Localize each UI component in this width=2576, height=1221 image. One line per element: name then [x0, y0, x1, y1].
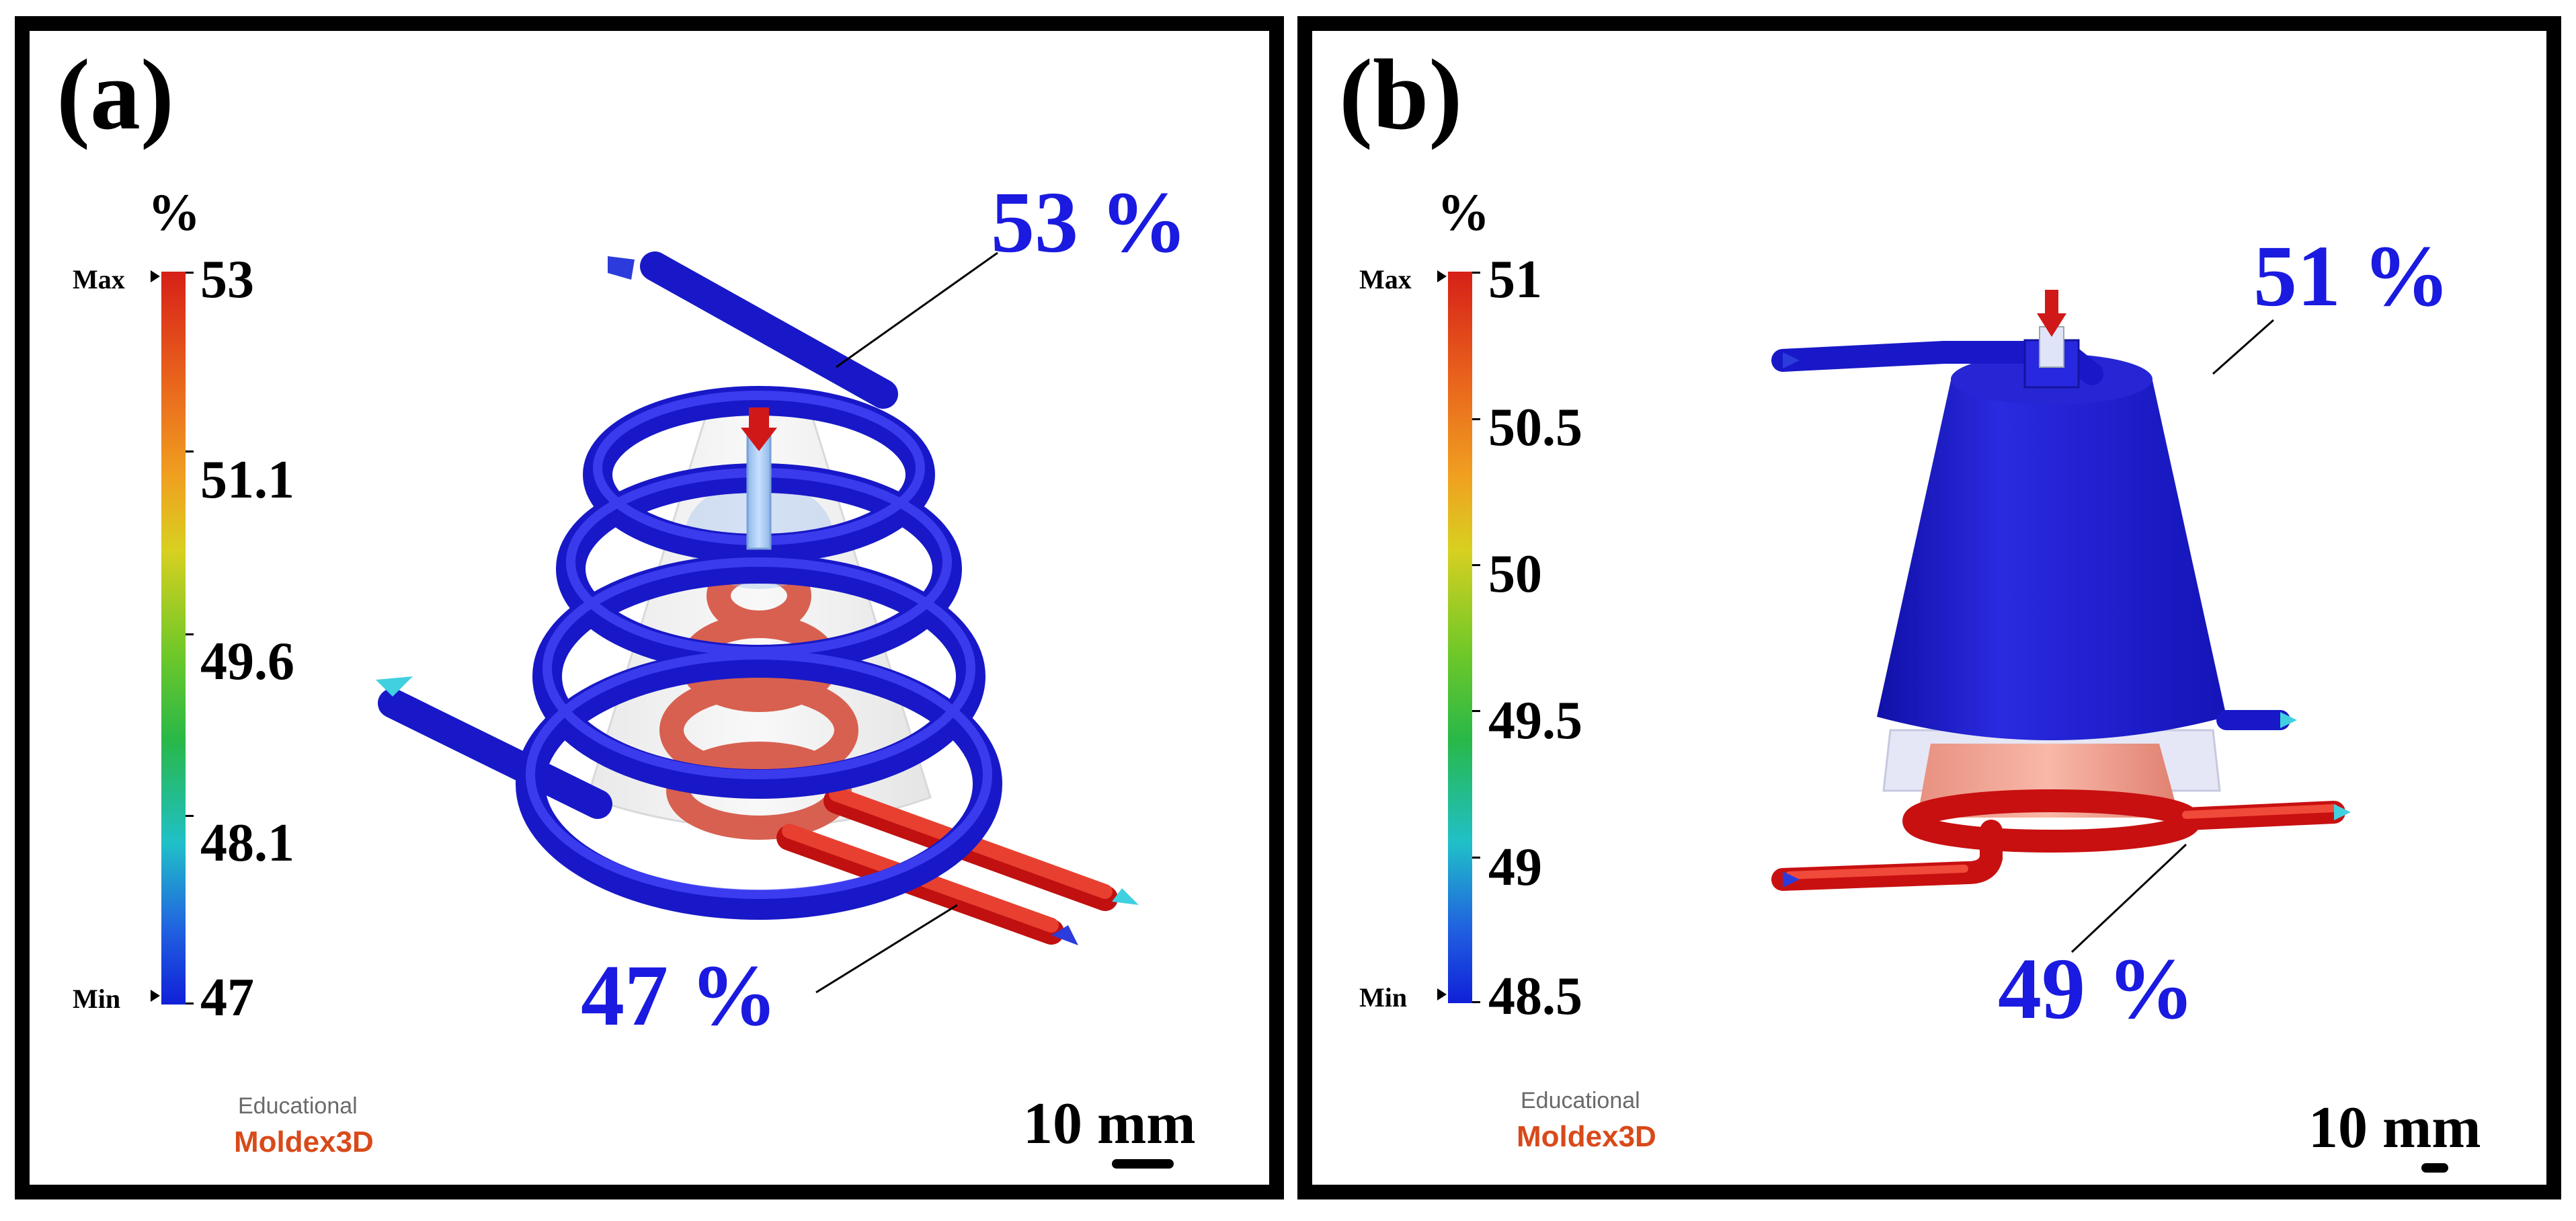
legend-b-min-label: Min [1359, 982, 1408, 1013]
leader-a-high [836, 251, 998, 368]
legend-a-tick [186, 1002, 194, 1005]
legend-b-max-arrow [1437, 270, 1447, 282]
nozzle-a [746, 433, 772, 550]
legend-b-min-arrow [1437, 988, 1447, 1000]
legend-b-tick [1472, 710, 1480, 712]
scale-a-text: 10 mm [1023, 1091, 1196, 1156]
annotation-a-high: 53 % [991, 174, 1188, 271]
legend-a-tick [186, 450, 194, 452]
gate-arrow-a [741, 407, 777, 451]
part-b-cone [1877, 367, 2226, 740]
flow-arrows-a [376, 256, 1139, 945]
scale-a-bar [1112, 1159, 1174, 1169]
legend-a-unit: % [148, 183, 200, 241]
annotation-a-low: 47 % [581, 947, 778, 1044]
leader-b-low [2070, 843, 2187, 953]
legend-a-tick-label: 53 [200, 250, 254, 309]
watermark-a-edu: Educational [238, 1093, 358, 1119]
flow-arrows-b [1783, 352, 2351, 888]
legend-b-tick [1472, 418, 1480, 420]
model-a-cooling-coil [376, 251, 1139, 994]
legend-b-tick-label: 51 [1488, 250, 1542, 309]
leader-b-high [2212, 319, 2274, 375]
watermark-a-brand: Moldex3D [234, 1126, 374, 1158]
panel-a-label: (a) [56, 39, 174, 151]
legend-b-tick [1472, 272, 1480, 274]
annotation-b-high: 51 % [2253, 228, 2450, 325]
gate-arrow-b [2037, 290, 2066, 337]
legend-b-tick-label: 50.5 [1488, 398, 1582, 457]
watermark-b-edu: Educational [1521, 1088, 1640, 1113]
model-b-conformal-cooling [1771, 290, 2351, 953]
legend-b-unit: % [1437, 183, 1490, 241]
leader-a-low [815, 904, 958, 994]
legend-b-tick-label: 49.5 [1488, 691, 1582, 750]
legend-a-tick-label: 47 [200, 968, 254, 1027]
panel-b-label: (b) [1339, 39, 1463, 151]
legend-a-min-label: Min [73, 984, 121, 1014]
legend-a-tick-label: 48.1 [200, 814, 294, 873]
legend-b-tick-label: 48.5 [1488, 967, 1582, 1026]
legend-a-tick [186, 633, 194, 635]
legend-b-max-label: Max [1359, 264, 1412, 294]
legend-b-tick [1472, 1001, 1480, 1003]
scale-b-bar [2421, 1163, 2448, 1173]
scale-b-text: 10 mm [2308, 1095, 2481, 1160]
legend-a-min-arrow [151, 990, 160, 1002]
bottom-channel-b [1771, 789, 2345, 891]
legend-b-tick [1472, 564, 1480, 566]
legend-a-max-label: Max [73, 264, 125, 294]
legend-a-max-arrow [151, 270, 160, 282]
legend-b-tick-label: 50 [1488, 545, 1542, 604]
legend-b-colorbar [1448, 272, 1480, 1003]
legend-b-tick [1472, 857, 1480, 859]
panel-a: (a) % Max Min 53 51.1 49.6 48.1 47 [15, 16, 1284, 1199]
legend-a-tick-label: 49.6 [200, 632, 294, 691]
legend-b-tick-label: 49 [1488, 838, 1542, 897]
legend-a-tick [186, 815, 194, 817]
watermark-b-brand: Moldex3D [1517, 1120, 1656, 1153]
annotation-b-low: 49 % [1998, 941, 2195, 1037]
legend-a-tick-label: 51.1 [200, 450, 294, 510]
legend-a-tick [186, 272, 194, 274]
panel-b: (b) % Max Min 51 50.5 50 49.5 49 48.5 [1297, 16, 2561, 1199]
legend-a-colorbar [161, 272, 194, 1005]
